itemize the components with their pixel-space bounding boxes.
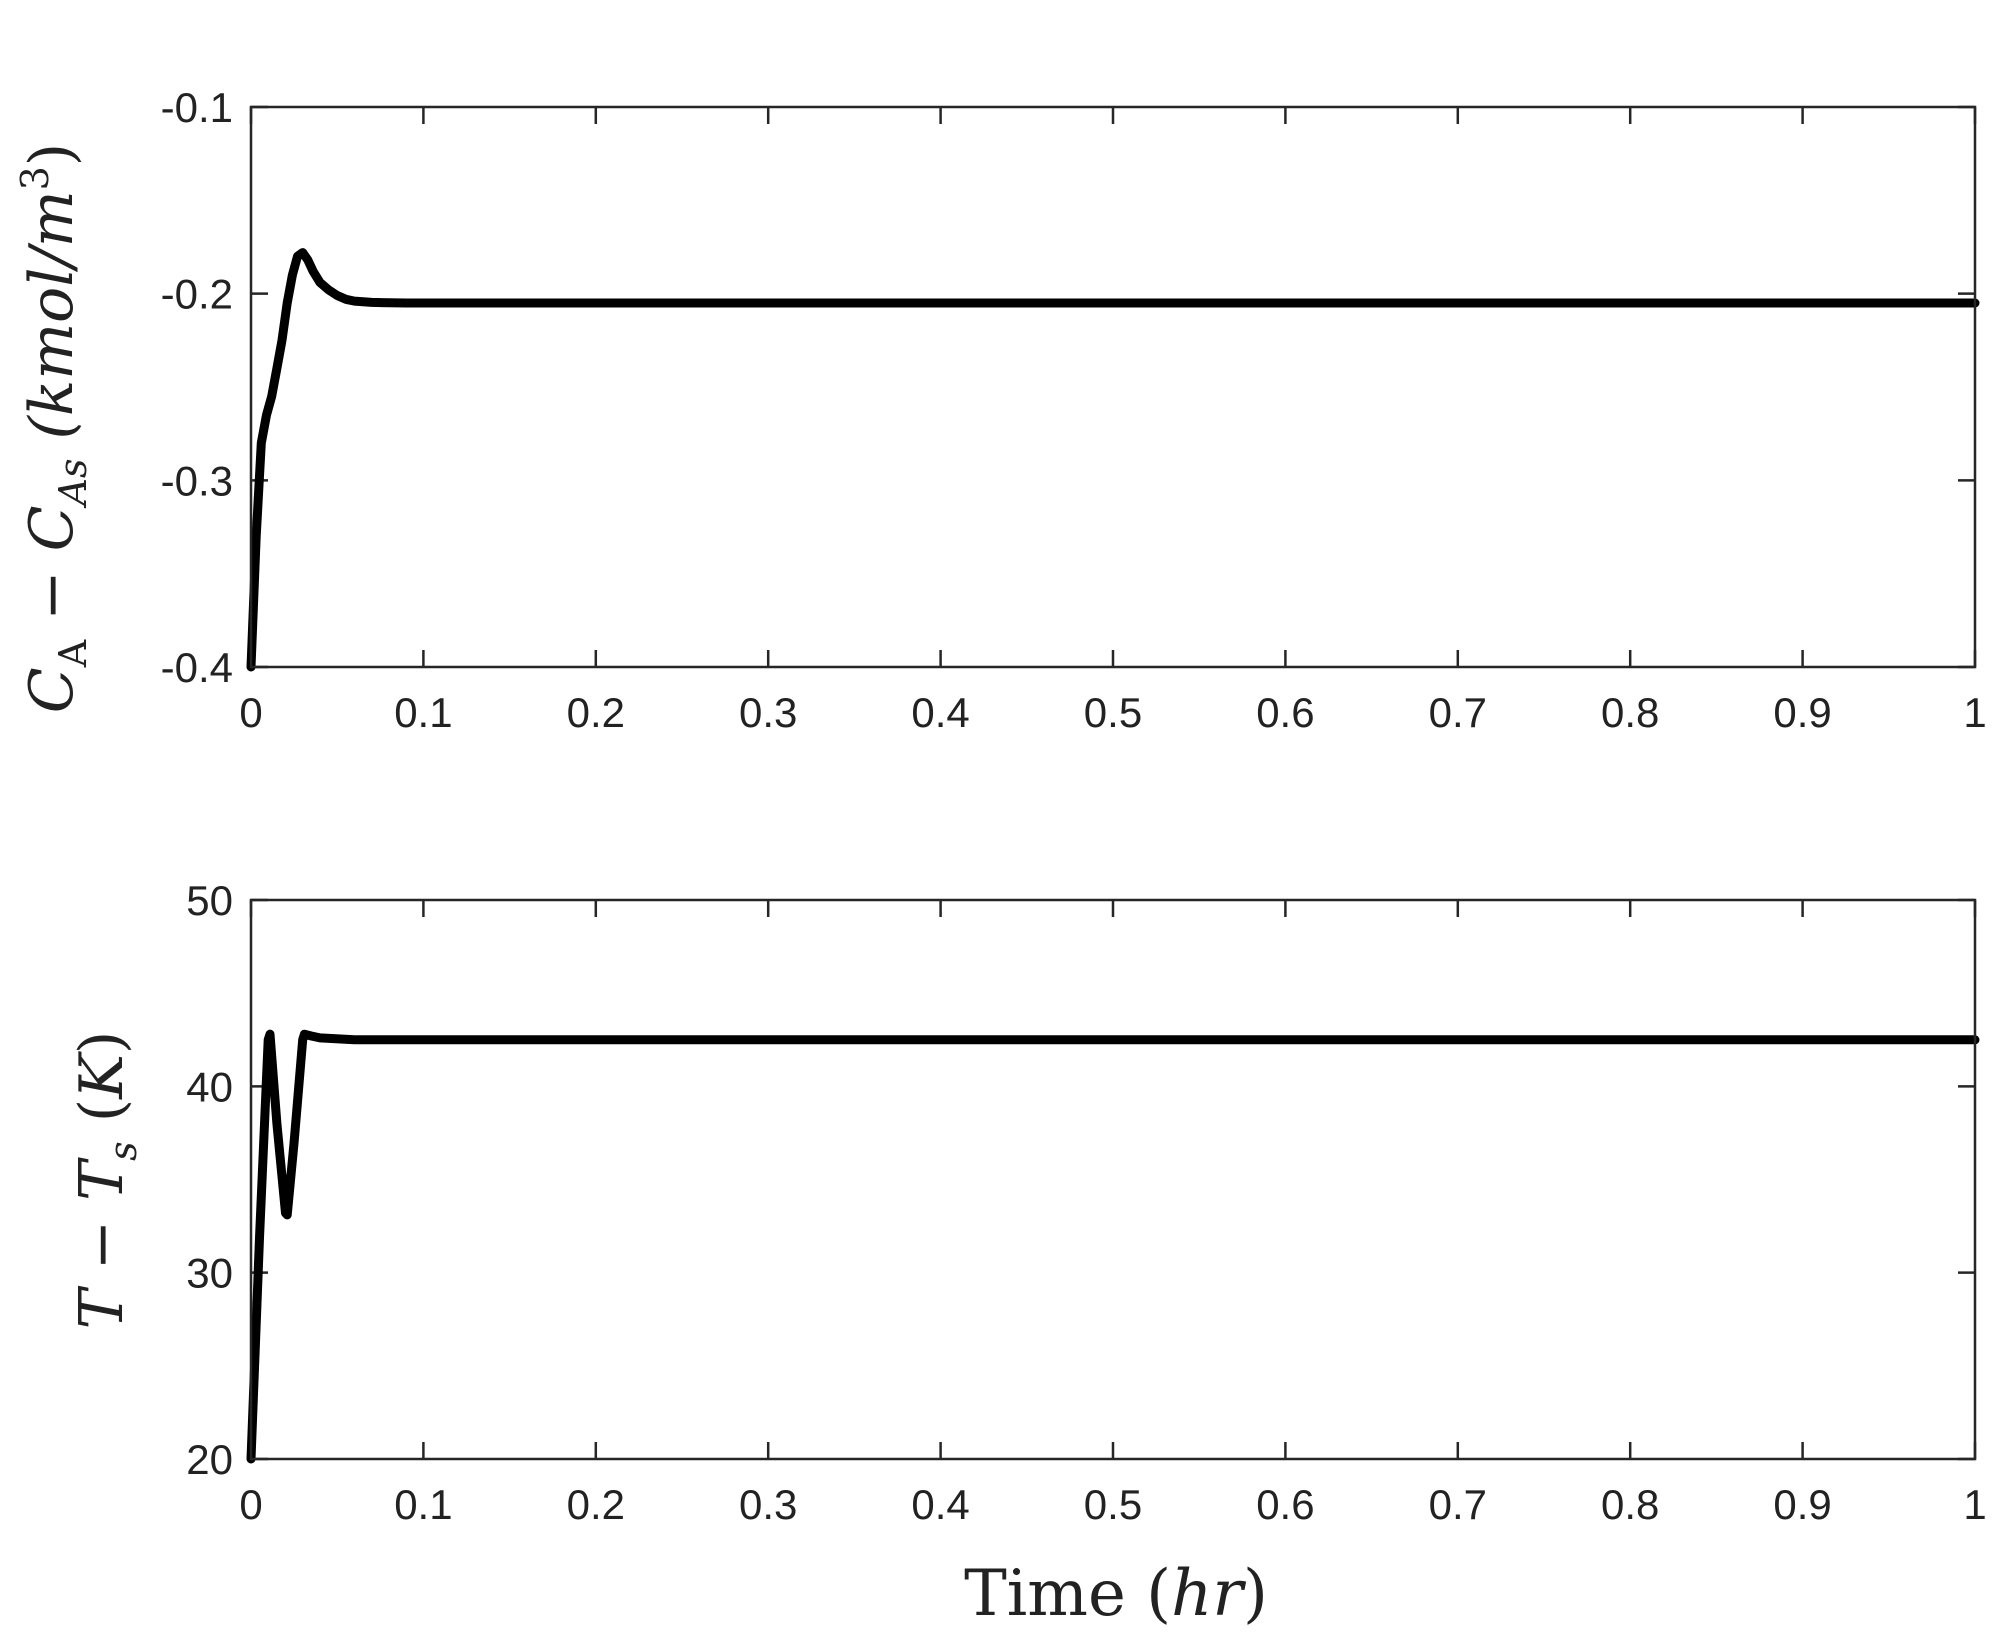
top-axes-frame [249,105,1977,669]
top-y-axis-label: CA − CAs (kmol/m3) [13,143,95,713]
top-x-tick-label: 1 [1963,689,1986,736]
bottom-y-axis-label: T − Ts (K) [67,1031,145,1330]
top-x-tick-label: 0.1 [394,689,452,736]
top-x-tick-label: 0.4 [911,689,969,736]
top-ticks: 0 0.1 0.2 0.3 0.4 0.5 0.6 0.7 0.8 0.9 1 -0.4 -0.3 -0.… [161,84,1987,736]
bottom-x-tick-label: 0.7 [1429,1481,1487,1528]
bottom-x-tick-label: 0.4 [911,1481,969,1528]
top-x-tick-label: 0.2 [567,689,625,736]
bottom-x-tick-label: 0.9 [1773,1481,1831,1528]
top-x-tick-label: 0.3 [739,689,797,736]
top-x-tick-label: 0.8 [1601,689,1659,736]
top-x-tick-label: 0.6 [1256,689,1314,736]
bottom-x-tick-label: 1 [1963,1481,1986,1528]
x-axis-label: Time (hr) [964,1557,1268,1631]
bottom-y-tick-label: 40 [186,1063,233,1110]
bottom-x-tick-label: 0.6 [1256,1481,1314,1528]
bottom-axes-frame [249,898,1977,1461]
bottom-y-tick-label: 50 [186,877,233,924]
bottom-x-tick-label: 0 [239,1481,262,1528]
top-y-tick-label: -0.1 [161,84,233,131]
top-y-tick-label: -0.4 [161,644,233,691]
top-series-line [246,248,1980,672]
bottom-x-tick-label: 0.8 [1601,1481,1659,1528]
bottom-ticks: 0 0.1 0.2 0.3 0.4 0.5 0.6 0.7 0.8 0.9 1 20 30 40 50 [186,877,1986,1528]
bottom-y-tick-label: 20 [186,1436,233,1483]
top-subplot: 0 0.1 0.2 0.3 0.4 0.5 0.6 0.7 0.8 0.9 1 -0.4 -0.3 -0.… [13,84,1987,736]
top-y-tick-label: -0.3 [161,457,233,504]
bottom-series-line [246,1029,1980,1464]
bottom-subplot: 0 0.1 0.2 0.3 0.4 0.5 0.6 0.7 0.8 0.9 1 20 30 40 50 T … [67,877,1987,1631]
top-x-tick-label: 0.9 [1773,689,1831,736]
bottom-x-tick-label: 0.2 [567,1481,625,1528]
top-x-tick-label: 0 [239,689,262,736]
top-x-tick-label: 0.5 [1084,689,1142,736]
bottom-x-tick-label: 0.3 [739,1481,797,1528]
top-y-tick-label: -0.2 [161,271,233,318]
top-x-tick-label: 0.7 [1429,689,1487,736]
bottom-y-tick-label: 30 [186,1250,233,1297]
bottom-x-tick-label: 0.1 [394,1481,452,1528]
bottom-x-tick-label: 0.5 [1084,1481,1142,1528]
